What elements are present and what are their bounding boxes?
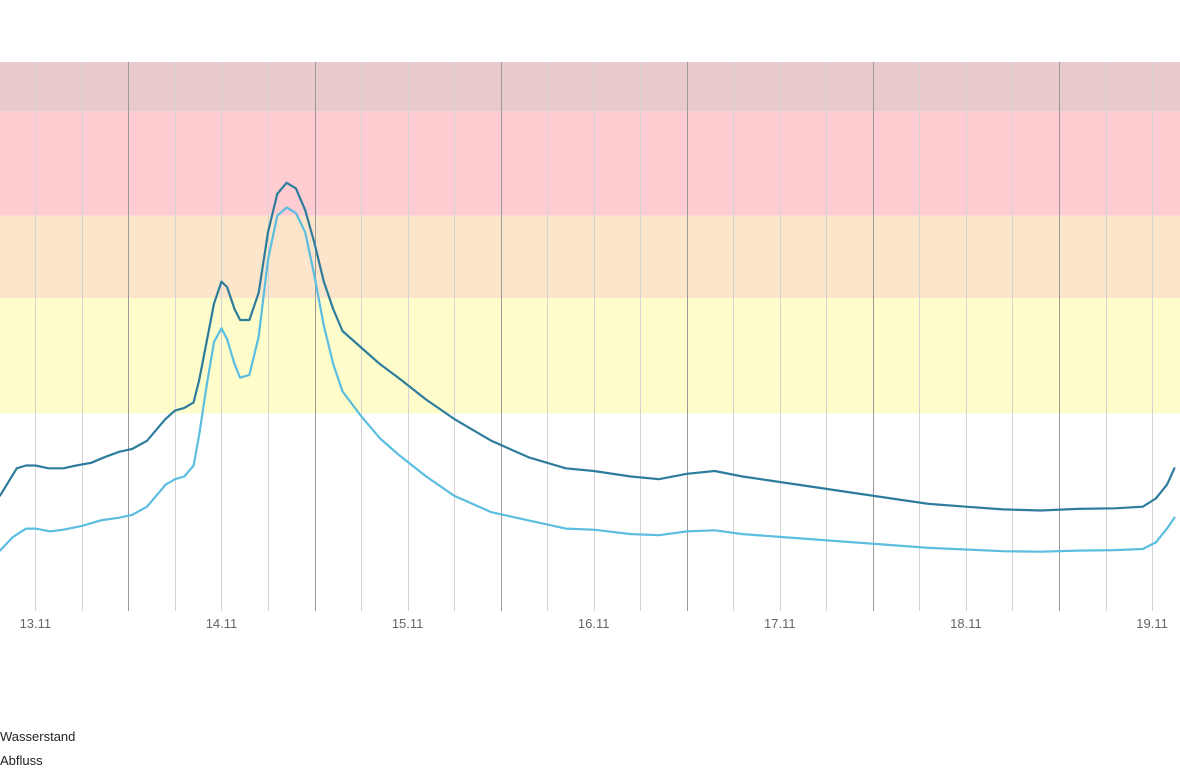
x-tick-label: 13.11 bbox=[20, 616, 52, 631]
legend-item-wasserstand[interactable]: Wasserstand bbox=[0, 729, 76, 744]
chart-series bbox=[0, 181, 1176, 553]
warning-bands bbox=[0, 62, 1180, 414]
chart-legend: Wasserstand Abfluss bbox=[0, 725, 75, 773]
x-tick-label: 18.11 bbox=[950, 616, 982, 631]
band-1 bbox=[0, 298, 1180, 414]
legend-item-abfluss[interactable]: Abfluss bbox=[0, 753, 43, 768]
x-tick-label: 19.11 bbox=[1136, 616, 1168, 631]
chart-grid bbox=[35, 62, 1153, 611]
x-axis-ticks: 13.11 14.11 15.11 16.11 17.11 18.11 19.11 bbox=[20, 616, 1168, 631]
x-tick-label: 15.11 bbox=[392, 616, 424, 631]
x-tick-label: 14.11 bbox=[206, 616, 238, 631]
band-3 bbox=[0, 111, 1180, 216]
series-line-abfluss bbox=[0, 206, 1176, 553]
band-2 bbox=[0, 215, 1180, 299]
series-line-wasserstand bbox=[0, 181, 1176, 512]
x-tick-label: 16.11 bbox=[578, 616, 610, 631]
band-4 bbox=[0, 62, 1180, 112]
x-tick-label: 17.11 bbox=[764, 616, 796, 631]
